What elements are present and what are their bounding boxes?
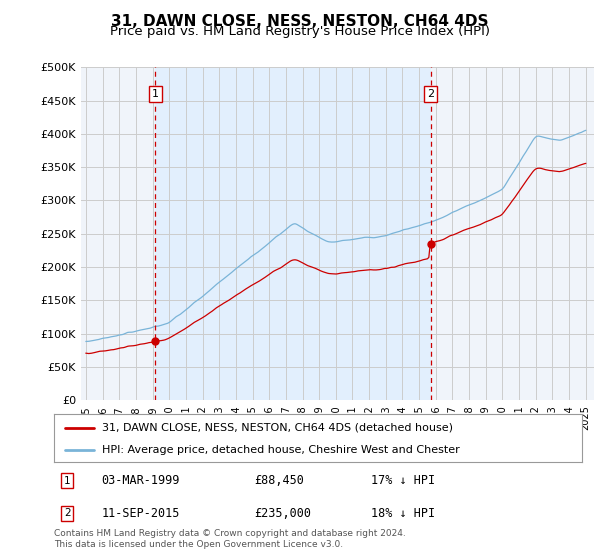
Text: HPI: Average price, detached house, Cheshire West and Chester: HPI: Average price, detached house, Ches… <box>101 445 459 455</box>
Text: £235,000: £235,000 <box>254 507 311 520</box>
Text: 1: 1 <box>152 89 159 99</box>
Text: 31, DAWN CLOSE, NESS, NESTON, CH64 4DS (detached house): 31, DAWN CLOSE, NESS, NESTON, CH64 4DS (… <box>101 423 452 433</box>
Text: 31, DAWN CLOSE, NESS, NESTON, CH64 4DS: 31, DAWN CLOSE, NESS, NESTON, CH64 4DS <box>111 14 489 29</box>
Text: Price paid vs. HM Land Registry's House Price Index (HPI): Price paid vs. HM Land Registry's House … <box>110 25 490 38</box>
Text: 2: 2 <box>427 89 434 99</box>
Text: Contains HM Land Registry data © Crown copyright and database right 2024.
This d: Contains HM Land Registry data © Crown c… <box>54 529 406 549</box>
Text: 1: 1 <box>64 475 71 486</box>
Bar <box>155 67 431 400</box>
Text: 18% ↓ HPI: 18% ↓ HPI <box>371 507 435 520</box>
Text: £88,450: £88,450 <box>254 474 305 487</box>
Text: 2: 2 <box>64 508 71 519</box>
Text: 11-SEP-2015: 11-SEP-2015 <box>101 507 180 520</box>
Text: 17% ↓ HPI: 17% ↓ HPI <box>371 474 435 487</box>
Text: 03-MAR-1999: 03-MAR-1999 <box>101 474 180 487</box>
